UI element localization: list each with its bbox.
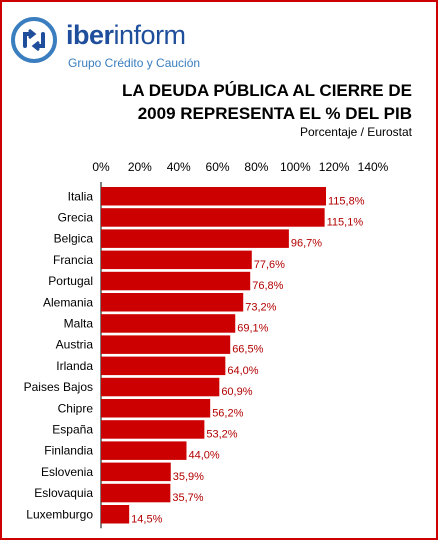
x-tick-label: 60% (206, 160, 230, 174)
bar (101, 356, 226, 376)
category-label: Eslovenia (41, 465, 93, 479)
category-label: Luxemburgo (26, 507, 93, 521)
bar (101, 462, 171, 482)
category-label: Alemania (43, 295, 93, 309)
category-label: Italia (68, 189, 94, 203)
bar (101, 187, 326, 206)
chart-subtitle: Porcentaje / Eurostat (299, 125, 412, 139)
data-label: 115,8% (328, 195, 365, 207)
data-label: 115,1% (327, 216, 364, 228)
data-label: 66,5% (232, 344, 263, 356)
chart-title-line-2: 2009 REPRESENTA EL % DEL PIB (137, 104, 412, 123)
data-label: 44,0% (188, 450, 219, 462)
category-label: Paises Bajos (24, 380, 93, 394)
data-label: 14,5% (131, 513, 162, 525)
x-tick-label: 0% (92, 160, 110, 174)
data-label: 60,9% (221, 386, 252, 398)
x-tick-label: 40% (167, 160, 191, 174)
category-label: Francia (53, 253, 93, 267)
bar (101, 399, 211, 418)
bar (101, 271, 251, 291)
bar (101, 250, 252, 270)
data-label: 96,7% (291, 238, 322, 250)
bar (101, 229, 289, 248)
bar (101, 505, 130, 524)
brand-tagline: Grupo Crédito y Caución (68, 56, 201, 70)
category-label: Malta (64, 316, 94, 330)
x-tick-label: 80% (244, 160, 268, 174)
bar (101, 377, 220, 397)
brand-name-light: inform (113, 20, 187, 50)
data-label: 35,7% (172, 492, 203, 504)
bar (101, 420, 205, 439)
data-label: 73,2% (245, 301, 276, 313)
data-label: 53,2% (206, 428, 237, 440)
bar (101, 441, 187, 460)
chart-title-line-1: LA DEUDA PÚBLICA AL CIERRE DE (122, 81, 412, 100)
bar (101, 293, 244, 312)
circular-arrows-logo-icon (11, 17, 57, 63)
category-label: Chipre (58, 401, 94, 415)
category-label: Grecia (58, 210, 94, 224)
x-tick-label: 20% (128, 160, 152, 174)
category-label: Eslovaquia (34, 486, 93, 500)
bar (101, 483, 171, 503)
x-tick-label: 100% (280, 160, 311, 174)
brand-name-strong: iber (66, 20, 114, 50)
data-label: 64,0% (227, 365, 258, 377)
category-label: Austria (56, 338, 94, 352)
data-label: 35,9% (173, 471, 204, 483)
category-label: Irlanda (56, 359, 93, 373)
data-label: 76,8% (252, 280, 283, 292)
data-label: 77,6% (254, 259, 285, 271)
data-label: 56,2% (212, 407, 243, 419)
data-label: 69,1% (237, 322, 268, 334)
category-label: Portugal (48, 274, 93, 288)
x-tick-label: 120% (319, 160, 350, 174)
bar (101, 335, 231, 354)
category-label: Belgica (54, 232, 94, 246)
bar (101, 314, 236, 333)
category-label: España (52, 422, 93, 436)
bar (101, 208, 325, 227)
brand-logo-text: iberinform (66, 20, 186, 51)
x-tick-label: 140% (358, 160, 389, 174)
category-label: Finlandia (44, 444, 93, 458)
